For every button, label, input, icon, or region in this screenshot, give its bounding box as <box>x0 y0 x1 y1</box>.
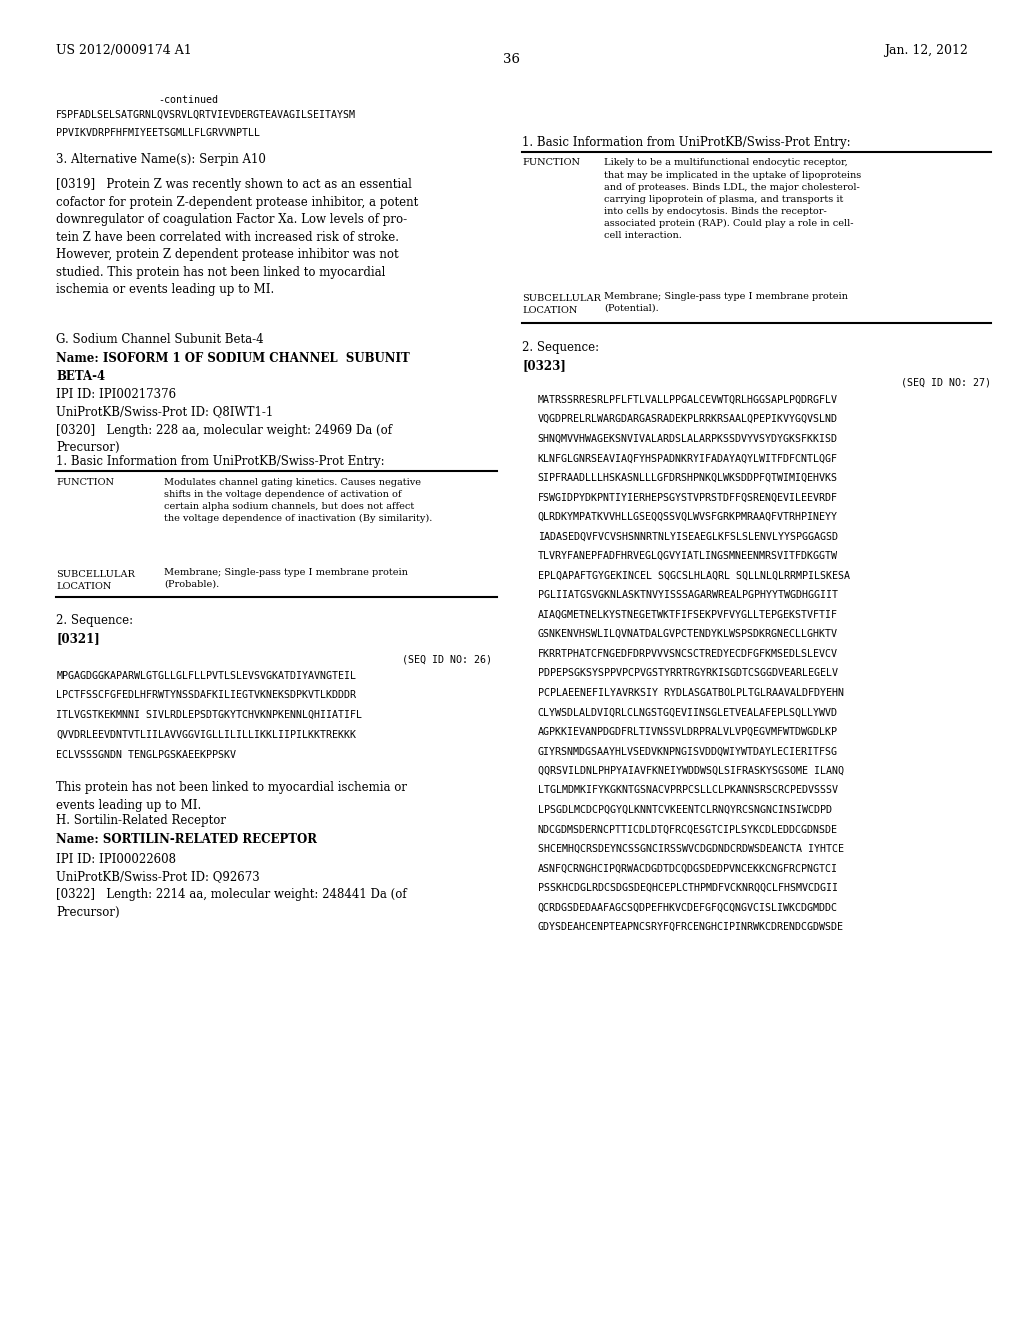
Text: IPI ID: IPI00022608: IPI ID: IPI00022608 <box>56 853 176 866</box>
Text: FUNCTION: FUNCTION <box>56 478 115 487</box>
Text: PDPEPSGKSYSPPVPCPVGSTYRRTRGYRKISGDTCSGGDVEARLEGELV: PDPEPSGKSYSPPVPCPVGSTYRRTRGYRKISGDTCSGGD… <box>538 668 838 678</box>
Text: (SEQ ID NO: 27): (SEQ ID NO: 27) <box>901 378 991 388</box>
Text: QLRDKYMPATKVVHLLGSEQQSSVQLWVSFGRKPMRAAQFVTRHPINEYY: QLRDKYMPATKVVHLLGSEQQSSVQLWVSFGRKPMRAAQF… <box>538 512 838 521</box>
Text: NDCGDMSDERNCPTTICDLDTQFRCQESGTCIPLSYKCDLEDDCGDNSDE: NDCGDMSDERNCPTTICDLDTQFRCQESGTCIPLSYKCDL… <box>538 825 838 834</box>
Text: SIPFRAADLLLHSKASNLLLGFDRSHPNKQLWKSDDPFQTWIMIQEHVKS: SIPFRAADLLLHSKASNLLLGFDRSHPNKQLWKSDDPFQT… <box>538 473 838 483</box>
Text: (SEQ ID NO: 26): (SEQ ID NO: 26) <box>401 655 492 665</box>
Text: 3. Alternative Name(s): Serpin A10: 3. Alternative Name(s): Serpin A10 <box>56 153 266 166</box>
Text: IPI ID: IPI00217376: IPI ID: IPI00217376 <box>56 388 176 401</box>
Text: FSWGIDPYDKPNTIYIERHEPSGYSTVPRSTDFFQSRENQEVILEEVRDF: FSWGIDPYDKPNTIYIERHEPSGYSTVPRSTDFFQSRENQ… <box>538 492 838 503</box>
Text: FKRRTPHATCFNGEDFDRPVVVSNCSCTREDYECDFGFKMSEDLSLEVCV: FKRRTPHATCFNGEDFDRPVVVSNCSCTREDYECDFGFKM… <box>538 648 838 659</box>
Text: FUNCTION: FUNCTION <box>522 158 581 168</box>
Text: Jan. 12, 2012: Jan. 12, 2012 <box>884 44 968 57</box>
Text: QCRDGSDEDAAFAGCSQDPEFHKVCDEFGFQCQNGVCISLIWKCDGMDDC: QCRDGSDEDAAFAGCSQDPEFHKVCDEFGFQCQNGVCISL… <box>538 903 838 912</box>
Text: ECLVSSSGNDN TENGLPGSKAEEKPPSKV: ECLVSSSGNDN TENGLPGSKAEEKPPSKV <box>56 750 237 760</box>
Text: LPSGDLMCDCPQGYQLKNNTCVKEENTCLRNQYRCSNGNCINSIWCDPD: LPSGDLMCDCPQGYQLKNNTCVKEENTCLRNQYRCSNGNC… <box>538 805 831 814</box>
Text: Name: ISOFORM 1 OF SODIUM CHANNEL  SUBUNIT
BETA-4: Name: ISOFORM 1 OF SODIUM CHANNEL SUBUNI… <box>56 352 410 383</box>
Text: AIAQGMETNELKYSTNEGETWKTFIFSEKPVFVYGLLTEPGEKSTVFTIF: AIAQGMETNELKYSTNEGETWKTFIFSEKPVFVYGLLTEP… <box>538 610 838 619</box>
Text: SHCEMHQCRSDEYNCSSGNCIRSSWVCDGDNDCRDWSDEANCTA IYHTCE: SHCEMHQCRSDEYNCSSGNCIRSSWVCDGDNDCRDWSDEA… <box>538 843 844 854</box>
Text: PSSKHCDGLRDCSDGSDЕQHCEPLCTHPMDFVCKNRQQCLFHSMVCDGII: PSSKHCDGLRDCSDGSDЕQHCEPLCTHPMDFVCKNRQQCL… <box>538 883 838 894</box>
Text: 2. Sequence:: 2. Sequence: <box>56 614 133 627</box>
Text: SUBCELLULAR
LOCATION: SUBCELLULAR LOCATION <box>522 294 601 314</box>
Text: PCPLAEENEFILYAVRKSIY RYDLASGATBOLPLTGLRAAVALDFDYEHN: PCPLAEENEFILYAVRKSIY RYDLASGATBOLPLTGLRA… <box>538 688 844 698</box>
Text: Likely to be a multifunctional endocytic receptor,
that may be implicated in the: Likely to be a multifunctional endocytic… <box>604 158 861 240</box>
Text: [0320]   Length: 228 aa, molecular weight: 24969 Da (of
Precursor): [0320] Length: 228 aa, molecular weight:… <box>56 424 392 454</box>
Text: FSPFADLSELSATGRNLQVSRVLQRTVIEVDERGTEAVAGILSEITAYSM: FSPFADLSELSATGRNLQVSRVLQRTVIEVDERGTEAVAG… <box>56 110 356 120</box>
Text: LTGLMDMKIFYKGKNTGSNACVPRPCSLLCLPKANNSRSCRCPEDVSSSV: LTGLMDMKIFYKGKNTGSNACVPRPCSLLCLPKANNSRSC… <box>538 785 838 796</box>
Text: Modulates channel gating kinetics. Causes negative
shifts in the voltage depende: Modulates channel gating kinetics. Cause… <box>164 478 432 524</box>
Text: UniProtKB/Swiss-Prot ID: Q92673: UniProtKB/Swiss-Prot ID: Q92673 <box>56 870 260 883</box>
Text: UniProtKB/Swiss-Prot ID: Q8IWT1-1: UniProtKB/Swiss-Prot ID: Q8IWT1-1 <box>56 405 273 418</box>
Text: SUBCELLULAR
LOCATION: SUBCELLULAR LOCATION <box>56 570 135 590</box>
Text: AGPKKIEVANPDGDFRLTIVNSSVLDRPRALVLVPQEGVMFWTDWGDLKP: AGPKKIEVANPDGDFRLTIVNSSVLDRPRALVLVPQEGVM… <box>538 727 838 737</box>
Text: This protein has not been linked to myocardial ischemia or
events leading up to : This protein has not been linked to myoc… <box>56 781 408 812</box>
Text: IADASEDQVFVCVSHSNNRTNLYISEAEGLKFSLSLENVLYYSPGGAGSD: IADASEDQVFVCVSHSNNRTNLYISEAEGLKFSLSLENVL… <box>538 532 838 541</box>
Text: -continued: -continued <box>159 95 219 106</box>
Text: [0321]: [0321] <box>56 632 100 645</box>
Text: G. Sodium Channel Subunit Beta-4: G. Sodium Channel Subunit Beta-4 <box>56 333 264 346</box>
Text: GDYSDEAHCENPTEAPNCSRYFQFRCENGHCIPINRWKCDRENDCGDWSDE: GDYSDEAHCENPTEAPNCSRYFQFRCENGHCIPINRWKCD… <box>538 923 844 932</box>
Text: CLYWSDLALDVIQRLCLNGSTGQEVIINSGLETVEALAFEPLSQLLYWVD: CLYWSDLALDVIQRLCLNGSTGQEVIINSGLETVEALAFE… <box>538 708 838 717</box>
Text: LPCTFSSCFGFEDLHFRWTYNSSDAFKILIEGTVKNEKSDPKVTLKDDDR: LPCTFSSCFGFEDLHFRWTYNSSDAFKILIEGTVKNEKSD… <box>56 690 356 701</box>
Text: PGLIIATGSVGKNLASKTNVYISSSAGARWREALPGPHYYTWGDHGGIIT: PGLIIATGSVGKNLASKTNVYISSSAGARWREALPGPHYY… <box>538 590 838 601</box>
Text: QVVDRLEEVDNTVTLIILAVVGGVIGLLILILLIKKLIIPILKKTREKKK: QVVDRLEEVDNTVTLIILAVVGGVIGLLILILLIKKLIIP… <box>56 730 356 741</box>
Text: 36: 36 <box>504 53 520 66</box>
Text: PPVIKVDRPFHFMIYEETSGMLLFLGRVVNPTLL: PPVIKVDRPFHFMIYEETSGMLLFLGRVVNPTLL <box>56 128 260 139</box>
Text: 1. Basic Information from UniProtKB/Swiss-Prot Entry:: 1. Basic Information from UniProtKB/Swis… <box>56 455 385 469</box>
Text: SHNQMVVHWAGEKSNVIVALARDSLALARPKSSDVYVSYDYGKSFKKISD: SHNQMVVHWAGEKSNVIVALARDSLALARPKSSDVYVSYD… <box>538 434 838 444</box>
Text: ASNFQCRNGHCIPQRWACDGDTDCQDGSDEDPVNCEKKCNGFRCPNGTCI: ASNFQCRNGHCIPQRWACDGDTDCQDGSDEDPVNCEKKCN… <box>538 863 838 874</box>
Text: EPLQAPAFTGYGEKINCEL SQGCSLHLAQRL SQLLNLQLRRMPILSKESA: EPLQAPAFTGYGEKINCEL SQGCSLHLAQRL SQLLNLQ… <box>538 570 850 581</box>
Text: Name: SORTILIN-RELATED RECEPTOR: Name: SORTILIN-RELATED RECEPTOR <box>56 833 317 846</box>
Text: Membrane; Single-pass type I membrane protein
(Potential).: Membrane; Single-pass type I membrane pr… <box>604 292 848 313</box>
Text: [0323]: [0323] <box>522 359 566 372</box>
Text: 2. Sequence:: 2. Sequence: <box>522 341 599 354</box>
Text: VQGDPRELRLWARGDARGASRADEKPLRRKRSAALQPEPIKVYGQVSLND: VQGDPRELRLWARGDARGASRADEKPLRRKRSAALQPEPI… <box>538 414 838 424</box>
Text: [0319]   Protein Z was recently shown to act as an essential
cofactor for protei: [0319] Protein Z was recently shown to a… <box>56 178 419 296</box>
Text: QQRSVILDNLPHPYAIAVFKNEIYWDDWSQLSIFRASKYSGSOME ILANQ: QQRSVILDNLPHPYAIAVFKNEIYWDDWSQLSIFRASKYS… <box>538 766 844 776</box>
Text: MPGAGDGGKAPARWLGTGLLGLFLLPVTLSLEVSVGKATDIYAVNGTEIL: MPGAGDGGKAPARWLGTGLLGLFLLPVTLSLEVSVGKATD… <box>56 671 356 681</box>
Text: Membrane; Single-pass type I membrane protein
(Probable).: Membrane; Single-pass type I membrane pr… <box>164 568 408 589</box>
Text: US 2012/0009174 A1: US 2012/0009174 A1 <box>56 44 193 57</box>
Text: GSNKENVHSWLILQVNATDALGVPCTENDYKLWSPSDKRGNECLLGHKTV: GSNKENVHSWLILQVNATDALGVPCTENDYKLWSPSDKRG… <box>538 630 838 639</box>
Text: MATRSSRRESRLPFLFTLVALLPPGALCEVWTQRLHGGSAPLPQDRGFLV: MATRSSRRESRLPFLFTLVALLPPGALCEVWTQRLHGGSA… <box>538 395 838 405</box>
Text: [0322]   Length: 2214 aa, molecular weight: 248441 Da (of
Precursor): [0322] Length: 2214 aa, molecular weight… <box>56 888 407 919</box>
Text: KLNFGLGNRSEAVIAQFYHSPADNKRYIFADAYAQYLWITFDFCNTLQGF: KLNFGLGNRSEAVIAQFYHSPADNKRYIFADAYAQYLWIT… <box>538 453 838 463</box>
Text: TLVRYFANEPFADFHRVEGLQGVYIATLINGSMNEENMRSVITFDKGGTW: TLVRYFANEPFADFHRVEGLQGVYIATLINGSMNEENMRS… <box>538 550 838 561</box>
Text: ITLVGSTKEKMNNI SIVLRDLEPSDTGKYTCHVKNPKENNLQHIIATIFL: ITLVGSTKEKMNNI SIVLRDLEPSDTGKYTCHVKNPKEN… <box>56 710 362 721</box>
Text: GIYRSNMDGSAAYHLVSEDVKNPNGISVDDQWIYWTDAYLECIERITFSG: GIYRSNMDGSAAYHLVSEDVKNPNGISVDDQWIYWTDAYL… <box>538 746 838 756</box>
Text: 1. Basic Information from UniProtKB/Swiss-Prot Entry:: 1. Basic Information from UniProtKB/Swis… <box>522 136 851 149</box>
Text: H. Sortilin-Related Receptor: H. Sortilin-Related Receptor <box>56 814 226 828</box>
